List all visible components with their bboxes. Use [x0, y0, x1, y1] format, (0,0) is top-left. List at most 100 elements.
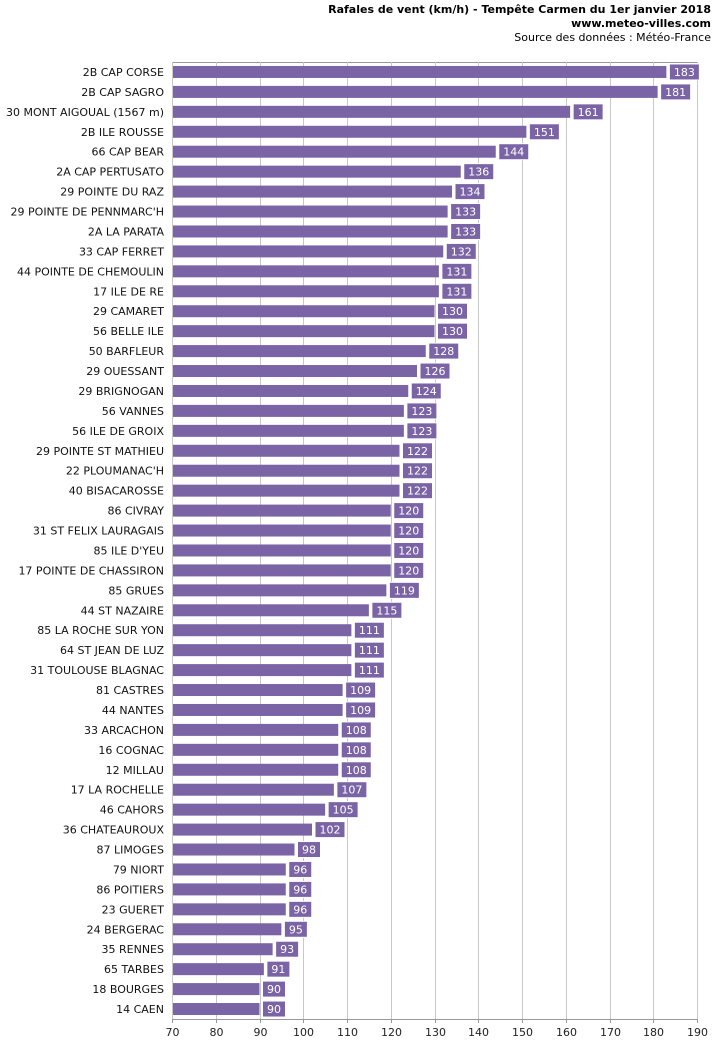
category-label: 85 ILE D'YEU: [93, 544, 164, 557]
bar: [173, 145, 496, 158]
category-label: 30 MONT AIGOUAL (1567 m): [6, 106, 164, 119]
value-label-box: [454, 183, 486, 201]
category-label: 44 ST NAZAIRE: [81, 604, 164, 617]
x-tick-label: 130: [425, 1026, 446, 1039]
value-label: 120: [398, 525, 419, 538]
value-label-box: [393, 522, 425, 540]
category-label: 2A CAP PERTUSATO: [56, 166, 164, 179]
category-label: 85 LA ROCHE SUR YON: [37, 624, 164, 637]
category-label: 31 ST FELIX LAURAGAIS: [33, 525, 164, 538]
bar: [173, 305, 435, 318]
value-label-box: [353, 621, 385, 639]
value-label: 122: [407, 465, 428, 478]
bar: [173, 125, 527, 138]
value-label: 108: [346, 764, 367, 777]
value-label: 132: [451, 245, 472, 258]
bar: [173, 963, 264, 976]
bar: [173, 624, 352, 637]
bar: [173, 285, 439, 298]
bar: [173, 444, 400, 457]
value-label: 111: [359, 664, 380, 677]
value-label: 128: [433, 345, 454, 358]
category-label: 29 CAMARET: [93, 305, 164, 318]
value-label-box: [437, 302, 468, 320]
value-label-box: [345, 701, 377, 719]
value-label-box: [406, 402, 438, 420]
value-label-box: [393, 541, 425, 559]
category-label: 29 BRIGNOGAN: [78, 385, 164, 398]
category-label: 31 TOULOUSE BLAGNAC: [30, 664, 164, 677]
value-label: 120: [398, 544, 419, 557]
x-tick-label: 120: [381, 1026, 402, 1039]
value-label: 144: [503, 146, 524, 159]
value-label: 123: [411, 425, 432, 438]
value-label-box: [419, 362, 451, 380]
value-label: 119: [394, 584, 415, 597]
value-label-box: [498, 143, 530, 161]
data-source: Source des données : Météo-France: [514, 31, 711, 44]
category-label: 86 CIVRAY: [107, 505, 164, 518]
category-label: 65 TARBES: [104, 963, 164, 976]
value-label-box: [463, 163, 495, 181]
bar: [173, 225, 448, 238]
value-label-box: [402, 462, 433, 480]
category-label: 22 PLOUMANAC'H: [66, 465, 164, 478]
value-label: 111: [359, 624, 380, 637]
bar: [173, 803, 326, 816]
bar: [173, 265, 439, 278]
value-label-box: [406, 422, 438, 440]
value-label: 181: [665, 86, 686, 99]
value-label: 183: [674, 66, 695, 79]
bar: [173, 345, 426, 358]
value-label-box: [340, 741, 372, 759]
value-label: 130: [442, 325, 463, 338]
bar: [173, 325, 435, 338]
category-label: 16 COGNAC: [98, 744, 164, 757]
value-label: 134: [460, 186, 481, 199]
value-label: 105: [333, 804, 354, 817]
category-label: 85 GRUES: [108, 584, 164, 597]
x-tick-label: 180: [643, 1026, 664, 1039]
value-label-box: [445, 242, 477, 260]
category-label: 29 POINTE ST MATHIEU: [36, 445, 164, 458]
bar: [173, 604, 369, 617]
category-label: 56 BELLE ILE: [93, 325, 164, 338]
value-label: 102: [320, 824, 341, 837]
bar: [173, 763, 339, 776]
bar: [173, 464, 400, 477]
bar: [173, 823, 312, 836]
value-label-box: [340, 721, 372, 739]
category-label: 17 LA ROCHELLE: [71, 784, 164, 797]
value-label-box: [340, 761, 372, 779]
bar: [173, 703, 343, 716]
value-label-box: [262, 980, 286, 998]
value-label-box: [428, 342, 460, 360]
x-tick-label: 170: [600, 1026, 621, 1039]
value-label: 151: [534, 126, 555, 139]
value-label: 120: [398, 564, 419, 577]
value-label: 122: [407, 445, 428, 458]
value-label-box: [388, 581, 420, 599]
x-tick-label: 140: [468, 1026, 489, 1039]
chart-title: Rafales de vent (km/h) - Tempête Carmen …: [328, 3, 711, 16]
value-label-box: [572, 103, 604, 121]
value-label: 123: [411, 405, 432, 418]
x-tick-label: 190: [687, 1026, 708, 1039]
bar: [173, 85, 658, 98]
category-label: 2B ILE ROUSSE: [81, 126, 164, 139]
x-tick-label: 100: [293, 1026, 314, 1039]
value-label: 130: [442, 305, 463, 318]
category-label: 2B CAP CORSE: [83, 66, 164, 79]
category-label: 24 BERGERAC: [87, 923, 165, 936]
category-label: 56 ILE DE GROIX: [72, 425, 164, 438]
x-tick-label: 70: [166, 1026, 180, 1039]
value-label: 136: [468, 166, 489, 179]
bar: [173, 783, 334, 796]
category-label: 35 RENNES: [102, 943, 164, 956]
bar: [173, 843, 295, 856]
category-label: 66 CAP BEAR: [92, 146, 165, 159]
value-label-box: [327, 801, 359, 819]
category-label: 12 MILLAU: [106, 764, 164, 777]
category-label: 40 BISACAROSSE: [69, 485, 164, 498]
